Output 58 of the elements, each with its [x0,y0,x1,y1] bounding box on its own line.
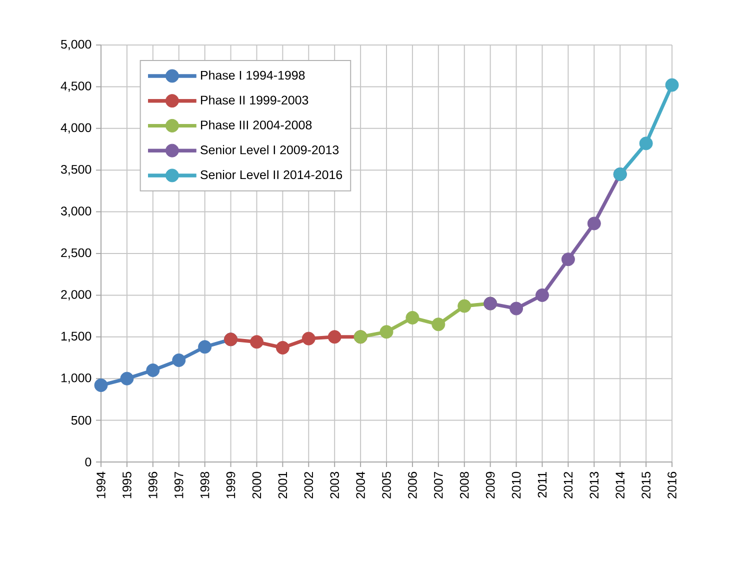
x-tick-label: 2014 [616,472,625,498]
x-tick-label: 1998 [200,472,210,498]
legend-label: Senior Level I 2009-2013 [200,145,339,154]
legend-label: Senior Level II 2014-2016 [200,170,342,180]
x-tick-label: 2009 [486,472,495,498]
x-tick-label: 2005 [382,472,391,498]
y-tick-label: 3,500 [60,164,92,176]
x-tick-label: 2006 [408,472,417,498]
x-tick-label: 2011 [538,472,547,498]
x-tick-label: 1994 [96,472,106,498]
x-tick-label: 2015 [642,472,650,498]
point [250,335,264,349]
point [146,364,160,378]
legend-label: Phase II 1999-2003 [201,95,308,105]
x-tick-label: 2012 [564,472,573,498]
y-tick-label: 3,000 [60,206,92,217]
y-tick-label: 1,000 [61,373,92,384]
legend-label: Phase III 2004-2008 [201,120,312,130]
point [172,354,186,367]
point [432,318,446,332]
x-tick-label: 1995 [122,472,132,498]
point [510,302,524,316]
x-tick-label: 2008 [460,472,469,498]
point [639,136,653,150]
x-tick-label: 2000 [252,472,262,498]
point [665,78,679,92]
point [458,299,472,313]
point [302,332,316,346]
point [94,378,108,392]
x-tick-label: 2016 [668,472,676,498]
y-tick-label: 2,000 [61,290,92,300]
x-tick-label: 1999 [226,472,236,498]
x-tick-label: 2003 [330,472,340,498]
x-tick-label: 2013 [590,472,599,498]
y-tick-label: 0 [85,458,92,466]
x-tick-label: 2007 [434,472,443,498]
point [406,310,420,324]
x-tick-label: 2001 [278,472,288,498]
y-tick-label: 1,500 [61,332,92,342]
y-tick-label: 5,000 [61,40,92,50]
point [276,340,290,354]
point [535,288,549,302]
y-tick-label: 2,500 [61,248,92,259]
point [587,216,601,230]
point [561,252,575,266]
legend-label: Phase I 1994-1998 [201,70,305,80]
point [328,330,342,344]
x-tick-label: 2010 [512,472,521,498]
y-tick-label: 4,000 [60,123,92,134]
point [380,325,394,339]
x-tick-label: 2004 [356,472,365,498]
point [120,372,134,386]
y-tick-label: 500 [71,416,92,425]
x-tick-label: 2002 [304,472,314,498]
point [198,340,212,354]
y-tick-label: 4,500 [60,82,92,92]
x-tick-label: 1996 [148,472,158,498]
x-tick-label: 1997 [174,472,184,498]
